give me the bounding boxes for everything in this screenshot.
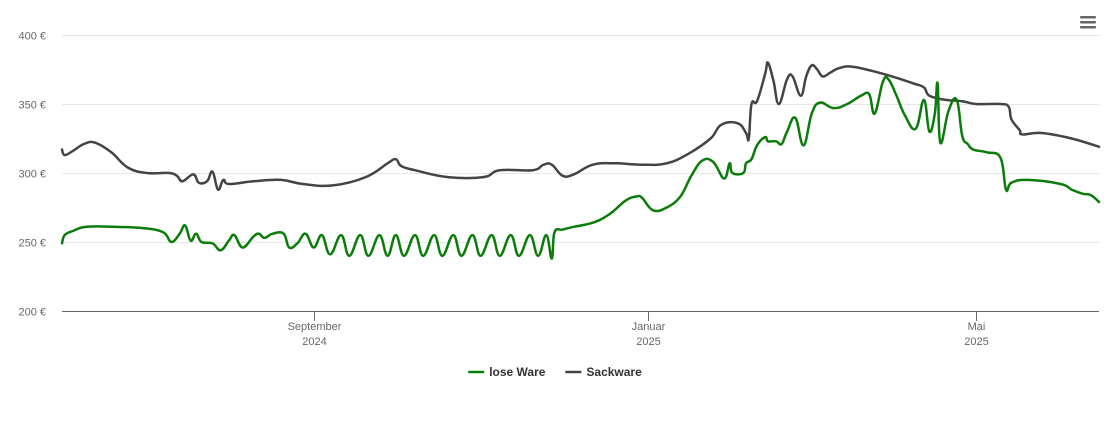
series-lines (60, 61, 1101, 260)
legend-label[interactable]: Sackware (586, 365, 642, 379)
axes: 200 € 250 € 300 € 350 € 400 € September 2024 Ja… (18, 31, 1099, 348)
y-tick-label: 250 € (18, 238, 46, 250)
x-tick-label-month: Januar (632, 321, 666, 333)
y-tick-label: 350 € (18, 100, 46, 112)
x-tick-label-month: September (288, 321, 342, 333)
x-tick-label-year: 2025 (636, 336, 660, 348)
hamburger-menu-icon[interactable] (1080, 16, 1096, 29)
x-tick-label-year: 2024 (302, 336, 326, 348)
legend-label[interactable]: lose Ware (489, 365, 546, 379)
x-tick-label-month: Mai (968, 321, 986, 333)
x-tick-label-year: 2025 (964, 336, 988, 348)
chart-menu-button[interactable] (1078, 14, 1098, 30)
y-tick-label: 300 € (18, 169, 46, 181)
series-line-lose-ware[interactable] (60, 75, 1101, 260)
legend-item-lose-ware[interactable]: lose Ware (468, 365, 546, 379)
legend: lose Ware Sackware (468, 365, 642, 379)
y-tick-label: 200 € (18, 307, 46, 319)
legend-item-sackware[interactable]: Sackware (565, 365, 642, 379)
gridlines (62, 35, 1099, 243)
y-tick-label: 400 € (18, 31, 46, 43)
series-line-sackware[interactable] (60, 61, 1101, 191)
